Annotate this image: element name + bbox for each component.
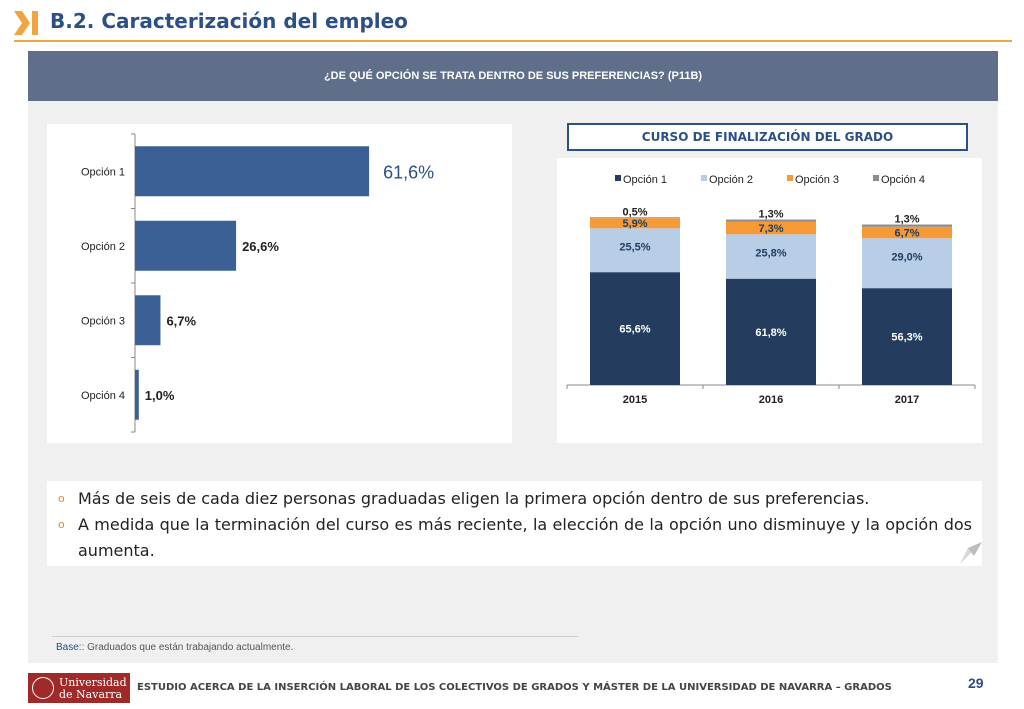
category-label: Opción 2 <box>81 241 125 253</box>
data-label: 7,3% <box>758 223 783 235</box>
bar-segment <box>726 219 816 222</box>
data-label: 26,6% <box>242 239 279 254</box>
data-label: 61,6% <box>383 162 434 182</box>
base-text: : Graduados que están trabajando actualm… <box>81 642 294 653</box>
bar-segment <box>590 218 680 229</box>
logo-line1: Universidad <box>59 676 127 689</box>
category-label: 2017 <box>895 394 919 406</box>
data-label: 56,3% <box>891 332 922 344</box>
bullet-icon: o <box>58 492 65 505</box>
category-label: Opción 4 <box>81 390 125 402</box>
stacked-bar-chart: Opción 1 Opción 2 Opción 3 Opción 4 65,6% 25,… <box>566 174 976 406</box>
base-label: Base: <box>56 642 82 653</box>
logo-line2: de Navarra <box>59 688 123 701</box>
category-label: 2015 <box>623 394 647 406</box>
bar-segment <box>590 228 680 273</box>
bar <box>135 295 161 346</box>
legend-swatch <box>873 175 879 181</box>
university-logo: Universidad de Navarra <box>28 673 130 703</box>
legend-label: Opción 3 <box>795 174 839 186</box>
data-label: 1,3% <box>894 214 919 226</box>
legend-label: Opción 4 <box>881 174 925 186</box>
data-label: 1,3% <box>758 209 783 221</box>
page-number: 29 <box>968 675 984 691</box>
category-label: 2016 <box>759 394 783 406</box>
bullet-text: Más de seis de cada diez personas gradua… <box>78 489 870 508</box>
header-rule <box>14 40 1012 42</box>
bar-segment <box>590 217 680 219</box>
bar-segment <box>726 234 816 279</box>
base-note: Base:: Graduados que están trabajando ac… <box>56 642 293 653</box>
bar-segment <box>862 238 952 289</box>
bar-segment <box>590 272 680 385</box>
summary-box <box>47 481 982 566</box>
data-label: 25,8% <box>755 247 786 259</box>
bullet-text: A medida que la terminación del curso es… <box>78 515 972 560</box>
base-divider <box>52 636 578 637</box>
legend-swatch <box>615 175 621 181</box>
legend-swatch <box>787 175 793 181</box>
data-label: 6,7% <box>166 313 196 328</box>
data-label: 6,7% <box>894 228 919 240</box>
bullet-icon: o <box>58 518 65 531</box>
page-title: B.2. Caracterización del empleo <box>50 9 408 33</box>
bar <box>135 369 139 420</box>
data-label: 61,8% <box>755 327 786 339</box>
legend-label: Opción 2 <box>709 174 753 186</box>
horizontal-bar-chart: Opción 1 61,6% Opción 2 26,6% Opción 3 6,7% Op… <box>81 133 434 433</box>
chevron-right-icon <box>14 11 38 35</box>
data-label: 0,5% <box>622 206 647 218</box>
bar-segment <box>862 288 952 385</box>
data-label: 25,5% <box>619 241 650 253</box>
data-label: 29,0% <box>891 251 922 263</box>
category-label: Opción 3 <box>81 315 125 327</box>
page-curl-icon <box>960 542 982 564</box>
legend-label: Opción 1 <box>623 174 667 186</box>
bar-segment <box>862 224 952 227</box>
data-label: 65,6% <box>619 324 650 336</box>
legend-swatch <box>701 175 707 181</box>
question-banner: ¿DE QUÉ OPCIÓN SE TRATA DENTRO DE SUS PR… <box>28 51 998 101</box>
page-header: B.2. Caracterización del empleo <box>0 0 1024 44</box>
seal-icon <box>32 677 54 699</box>
bar-segment <box>726 221 816 235</box>
bar-segment <box>726 278 816 385</box>
bar-segment <box>862 226 952 239</box>
bar <box>135 146 370 197</box>
category-label: Opción 1 <box>81 166 125 178</box>
data-label: 5,9% <box>622 218 647 230</box>
data-label: 1,0% <box>145 388 175 403</box>
chart-title-curso: CURSO DE FINALIZACIÓN DEL GRADO <box>567 123 968 151</box>
footer-text: ESTUDIO ACERCA DE LA INSERCIÓN LABORAL D… <box>137 682 892 693</box>
bar <box>135 220 237 271</box>
